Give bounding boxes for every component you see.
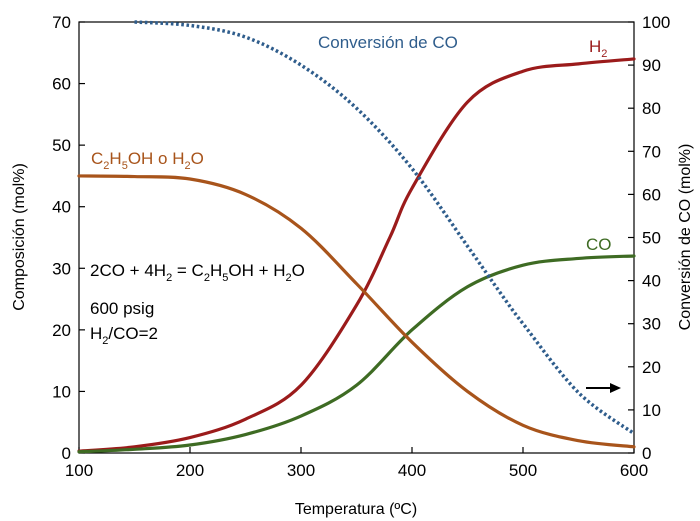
left-tick-label: 10 [52,382,71,401]
right-tick-label: 40 [642,272,661,291]
ethanol-label-part: 2 [103,160,109,172]
right-tick-label: 20 [642,358,661,377]
equation-part: O [292,261,305,280]
equation-part: 2 [166,272,172,284]
x-tick-label: 500 [509,461,537,480]
ethanol-label-part: H [109,149,121,168]
h2-series-line [77,57,636,453]
left-tick-label: 60 [52,75,71,94]
left-tick-label: 70 [52,13,71,32]
right-tick-label: 60 [642,185,661,204]
left-tick-label: 40 [52,198,71,217]
left-tick-label: 30 [52,259,71,278]
ethanol-label-part: 2 [185,160,191,172]
h2-label: H2 [589,37,607,60]
left-tick-label: 50 [52,136,71,155]
x-tick-label: 300 [287,461,315,480]
equation-part: OH + H [228,261,285,280]
co-series-line [77,254,636,454]
ethanol-label-part: OH o H [128,149,185,168]
ethanol-series-line [77,174,636,449]
right-tick-label: 10 [642,401,661,420]
ethanol-label-part: O [191,149,204,168]
right-tick-label: 100 [642,13,670,32]
ratio-annotation: H2/CO=2 [90,324,158,347]
equation-part: 2 [204,272,210,284]
ethanol-label: C2H5OH o H2O [91,149,204,172]
equation-part: 5 [222,272,228,284]
x-tick-label: 100 [65,461,93,480]
conversion-series-line [134,20,636,436]
equation-part: 2 [286,272,292,284]
x-tick-label: 400 [398,461,426,480]
equation-part: 2CO + 4H [90,261,166,280]
left-axis-title: Composición (mol%) [11,163,28,311]
right-axis-title: Conversión de CO (mol%) [677,144,694,331]
right-axis-arrow [586,383,621,393]
left-tick-label: 0 [62,444,71,463]
ratio-part: H [90,324,102,343]
right-tick-label: 90 [642,56,661,75]
ethanol-label-part: 5 [122,160,128,172]
conversion-label: Conversión de CO [318,33,458,52]
pressure-annotation: 600 psig [90,299,154,318]
co-label: CO [586,235,612,254]
x-axis-title: Temperatura (ºC) [295,501,417,518]
equation-part: H [210,261,222,280]
right-tick-label: 50 [642,229,661,248]
right-tick-label: 70 [642,142,661,161]
h2-label-base: H [589,37,601,56]
ratio-part: 2 [102,335,108,347]
axis-ticks: 100 200 300 400 500 6000102030405060700102030… [52,13,670,480]
left-tick-label: 20 [52,321,71,340]
x-tick-label: 200 [176,461,204,480]
ethanol-label-part: C [91,149,103,168]
right-tick-label: 80 [642,99,661,118]
x-tick-label: 600 [620,461,648,480]
plot-frame [78,21,635,454]
right-tick-label: 0 [642,444,651,463]
right-tick-label: 30 [642,315,661,334]
series-layer [77,20,636,454]
equation-annotation: 2CO + 4H2 = C2H5OH + H2O [90,261,305,284]
arrow-head [610,383,621,393]
ratio-part: /CO=2 [108,324,158,343]
h2-label-sub: 2 [601,48,607,60]
equation-part: = C [172,261,204,280]
